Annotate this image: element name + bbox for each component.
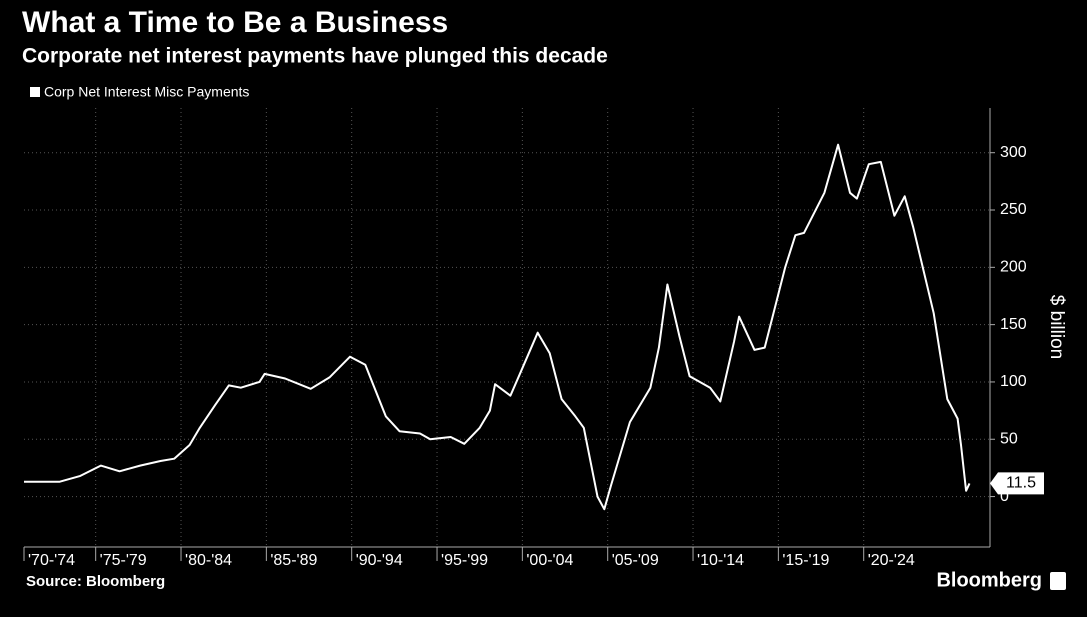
y-tick-label: 300 [1000,144,1027,161]
last-value-label: 11.5 [1006,475,1036,492]
x-tick-label: '70-'74 [28,552,75,569]
x-tick-label: '90-'94 [356,552,403,569]
y-tick-label: 200 [1000,259,1027,276]
x-tick-label: '00-'04 [526,552,573,569]
y-axis-label: $ billion [1046,295,1067,359]
x-tick-label: '95-'99 [441,552,488,569]
x-tick-label: '85-'89 [270,552,317,569]
x-tick-label: '80-'84 [185,552,232,569]
brand: Bloomberg [936,569,1042,591]
x-tick-label: '10-'14 [697,552,744,569]
y-tick-label: 0 [1000,488,1009,505]
chart-subtitle: Corporate net interest payments have plu… [22,45,608,68]
x-tick-label: '15-'19 [782,552,829,569]
y-tick-label: 100 [1000,373,1027,390]
source: Source: Bloomberg [26,573,165,590]
brand-icon [1050,572,1066,590]
y-tick-label: 150 [1000,316,1027,333]
chart-title: What a Time to Be a Business [22,6,448,39]
legend-label: Corp Net Interest Misc Payments [44,84,249,100]
y-tick-label: 250 [1000,201,1027,218]
last-value-callout [990,472,1044,495]
x-tick-label: '05-'09 [612,552,659,569]
x-tick-label: '75-'79 [100,552,147,569]
legend-swatch [30,87,40,97]
line-series [24,143,971,511]
x-tick-label: '20-'24 [868,552,915,569]
y-tick-label: 50 [1000,430,1018,447]
